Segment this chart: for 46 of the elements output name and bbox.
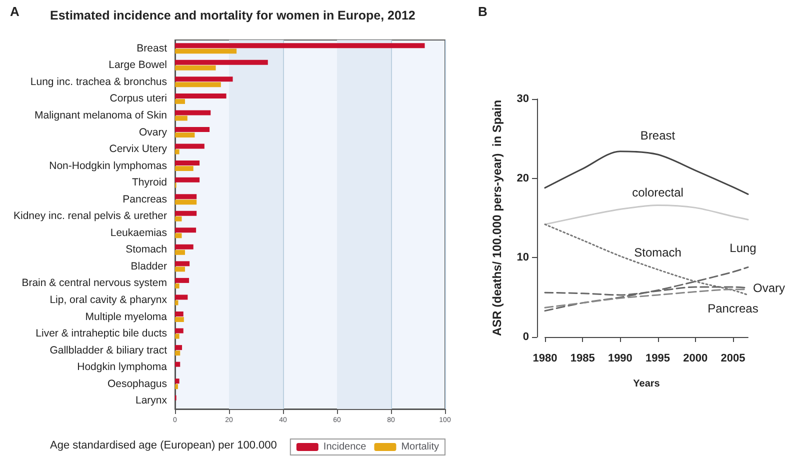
series-label: Ovary: [753, 280, 786, 295]
y-tick-label: Lip, oral cavity & pharynx: [50, 294, 168, 306]
chart-title: Estimated incidence and mortality for women in Europe, 2012: [50, 8, 416, 22]
series-label: Pancreas: [708, 301, 758, 316]
series-label: colorectal: [632, 185, 684, 200]
legend-label: Mortality: [401, 442, 440, 452]
x-tick-label: 1985: [570, 352, 595, 364]
y-tick-label: Breast: [136, 42, 168, 54]
y-tick-label: Corpus uteri: [110, 92, 167, 105]
y-tick-label: Liver & intraheptic bile ducts: [36, 328, 167, 340]
y-tick-label: Multiple myeloma: [85, 310, 168, 323]
y-tick-label: Non-Hodgkin lymphomas: [49, 160, 167, 172]
y-tick-label: Pancreas: [122, 193, 167, 206]
y-tick-label: Bladder: [130, 260, 168, 272]
y-tick-label: Brain & central nervous system: [22, 277, 168, 290]
y-tick-label: Stomach: [126, 244, 168, 256]
series-label: Breast: [640, 128, 676, 143]
y-tick-label: 0: [522, 331, 529, 343]
x-tick-label: 2000: [683, 352, 708, 364]
legend-label: Incidence: [323, 442, 367, 452]
y-axis-title: ASR (deaths/ 100.000 pers-year) in Spain: [490, 100, 504, 336]
y-tick-label: 30: [516, 93, 529, 105]
x-axis-title: Years: [633, 378, 660, 390]
y-tick-label: Cervix Utery: [109, 143, 168, 156]
y-tick-label: Larynx: [135, 394, 168, 407]
y-tick-label: 20: [516, 172, 529, 184]
y-tick-label: Thyroid: [132, 176, 168, 189]
y-tick-label: 10: [516, 252, 529, 264]
y-tick-label: Malignant melanoma of Skin: [34, 109, 168, 122]
x-tick-label: 2005: [720, 352, 746, 364]
y-tick-label: Large Bowel: [108, 59, 167, 72]
x-tick-label: 1995: [646, 352, 670, 364]
y-tick-label: Lung inc. trachea & bronchus: [30, 76, 167, 88]
x-axis-title: Age standardised age (European) per 100.000: [50, 440, 277, 452]
y-tick-label: Gallbladder & biliary tract: [50, 344, 168, 356]
y-tick-label: Oesophagus: [107, 378, 167, 390]
series-label: Stomach: [634, 246, 682, 260]
x-tick-label: 1990: [608, 352, 632, 364]
text: B: [478, 4, 488, 19]
x-tick-label: 1980: [532, 352, 558, 364]
y-tick-label: Hodgkin lymphoma: [77, 361, 168, 374]
y-tick-label: Kidney inc. renal pelvis & urether: [14, 210, 168, 222]
y-tick-label: Leukaemias: [110, 226, 167, 239]
y-tick-label: Ovary: [138, 126, 168, 138]
series-label: Lung: [730, 241, 756, 256]
text: A: [10, 4, 20, 19]
